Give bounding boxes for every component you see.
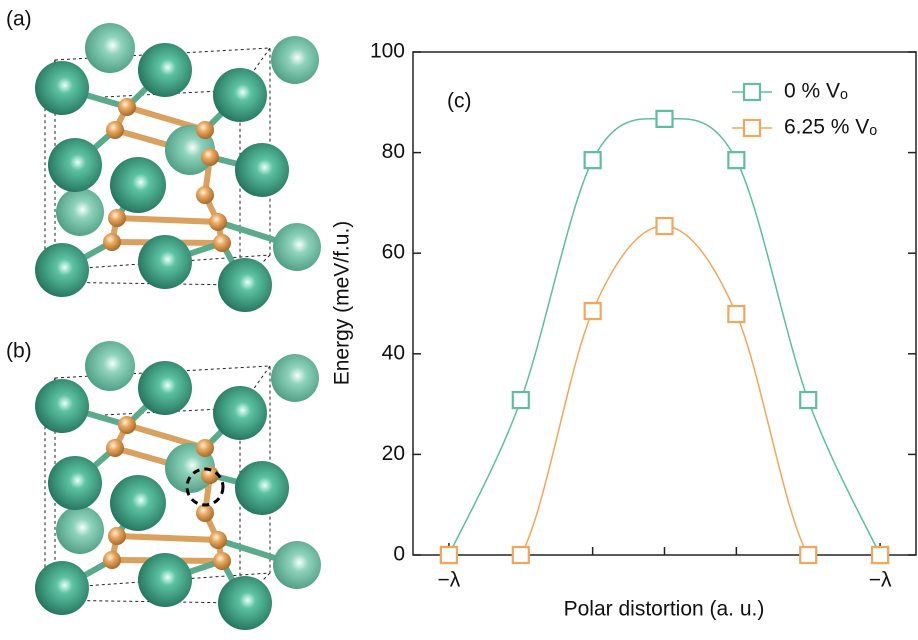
- annotation: (c): [447, 90, 472, 113]
- x-tick-label: −λ: [438, 569, 461, 592]
- legend-marker: [744, 120, 760, 136]
- data-point: [441, 547, 457, 563]
- crystal-structure-b: [35, 341, 321, 630]
- y-axis-label: Energy (meV/f.u.): [331, 221, 354, 386]
- data-point: [585, 152, 601, 168]
- y-tick-label: 100: [370, 40, 405, 63]
- page: (a) (b) (c) Polar distortion (a. u.) Ene…: [0, 0, 918, 640]
- y-tick-label: 60: [382, 241, 405, 264]
- series-line: [449, 119, 880, 555]
- data-point: [728, 152, 744, 168]
- data-point: [872, 547, 888, 563]
- y-tick-label: 0: [393, 543, 405, 566]
- x-tick-label: −λ: [869, 569, 892, 592]
- y-tick-label: 80: [382, 140, 405, 163]
- data-point: [800, 392, 816, 408]
- data-point: [513, 392, 529, 408]
- panel-label: (a): [6, 8, 32, 31]
- data-point: [585, 303, 601, 319]
- data-point: [513, 547, 529, 563]
- data-point: [800, 547, 816, 563]
- plot-area: [449, 119, 880, 573]
- data-point: [657, 218, 673, 234]
- y-tick-label: 40: [382, 341, 405, 364]
- figure: (a) (b) (c) Polar distortion (a. u.) Ene…: [0, 0, 918, 635]
- crystal-structure-a: [35, 23, 321, 312]
- legend-label: 0 % Vₒ: [784, 80, 848, 103]
- y-tick-label: 20: [382, 442, 405, 465]
- legend-label: 6.25 % Vₒ: [784, 116, 877, 139]
- data-point: [728, 306, 744, 322]
- panel-label: (b): [6, 340, 32, 363]
- x-axis-label: Polar distortion (a. u.): [564, 598, 765, 621]
- data-point: [657, 111, 673, 127]
- legend-marker: [744, 84, 760, 100]
